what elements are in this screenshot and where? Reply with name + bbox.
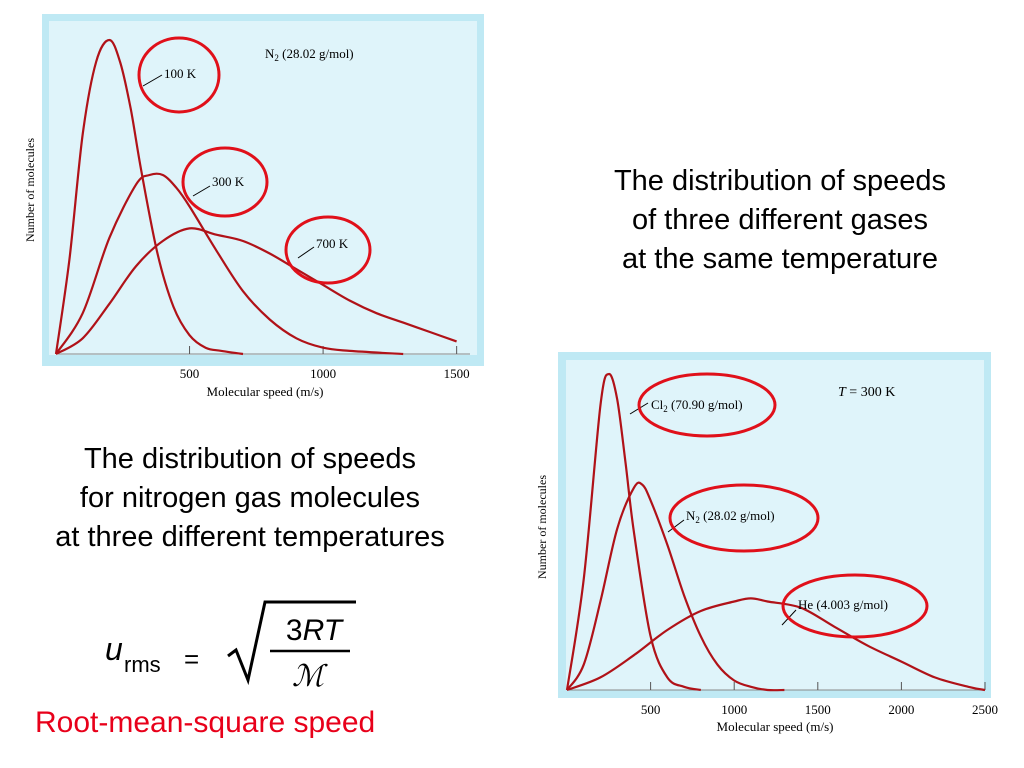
curve-label-n2: N2 (28.02 g/mol) bbox=[686, 508, 775, 525]
x-tick-label: 1500 bbox=[805, 702, 831, 717]
caption-right-line: The distribution of speeds bbox=[613, 165, 947, 197]
curve-label-300k: 300 K bbox=[212, 174, 245, 189]
curve-label-700k: 700 K bbox=[316, 236, 349, 251]
x-tick-label: 1000 bbox=[721, 702, 747, 717]
sqrt-sign-icon bbox=[227, 600, 356, 686]
highlight-circle-100k bbox=[137, 36, 221, 114]
caption-left-line: The distribution of speeds bbox=[83, 443, 417, 475]
curve-label-cl2: Cl2 (70.90 g/mol) bbox=[651, 397, 743, 414]
curve-label-100k: 100 K bbox=[164, 66, 197, 81]
gases-same-temperature-chart: 500 1000 1500 2000 2500 T = 300 K Cl2 (70.90… bbox=[535, 352, 998, 734]
c1-series-line-1 bbox=[55, 172, 404, 356]
c1-series-line-0 bbox=[54, 38, 244, 356]
nitrogen-temperature-chart: 500 1000 1500 N2 (28.02 g/mol) 100 K 300 K… bbox=[23, 14, 484, 399]
caption-left-line: at three different temperatures bbox=[55, 521, 445, 553]
caption-right-line: at the same temperature bbox=[622, 243, 938, 275]
c2-series-line-0 bbox=[565, 372, 701, 692]
x-tick-label: 2000 bbox=[888, 702, 914, 717]
chart1-annotation: N2 (28.02 g/mol) bbox=[265, 46, 354, 63]
x-tick-label: 500 bbox=[180, 366, 200, 381]
formula-u: u bbox=[105, 631, 123, 667]
label-leader-700k bbox=[297, 246, 315, 259]
x-tick-label: 500 bbox=[641, 702, 661, 717]
chart2-ylabel: Number of molecules bbox=[535, 475, 549, 579]
highlight-circle-he bbox=[781, 573, 929, 639]
x-tick-label: 1000 bbox=[310, 366, 336, 381]
chart1-ylabel: Number of molecules bbox=[23, 138, 37, 242]
label-leader-n2 bbox=[667, 519, 685, 533]
highlight-circle-cl2 bbox=[637, 372, 777, 438]
highlight-circle-700k bbox=[284, 215, 372, 285]
caption-left-line: for nitrogen gas molecules bbox=[79, 482, 421, 514]
caption-right-line: of three different gases bbox=[631, 204, 929, 236]
curve-label-he: He (4.003 g/mol) bbox=[798, 597, 888, 612]
x-tick-label: 1500 bbox=[444, 366, 470, 381]
x-tick-label: 2500 bbox=[972, 702, 998, 717]
rms-label: Root-mean-square speed bbox=[35, 706, 376, 739]
label-leader-300k bbox=[192, 185, 211, 197]
formula-denominator: ℳ bbox=[292, 659, 328, 694]
formula-numerator: 3RT bbox=[286, 614, 345, 647]
highlight-circle-300k bbox=[181, 146, 269, 218]
chart1-xlabel: Molecular speed (m/s) bbox=[207, 384, 324, 399]
formula-subscript: rms bbox=[124, 652, 161, 677]
label-leader-100k bbox=[142, 74, 163, 87]
rms-formula: u rms = 3RT ℳ bbox=[105, 600, 356, 694]
c2-series-line-2 bbox=[566, 597, 986, 692]
highlight-circle-n2 bbox=[668, 483, 820, 553]
chart2-xlabel: Molecular speed (m/s) bbox=[717, 719, 834, 734]
formula-equals: = bbox=[184, 644, 199, 674]
caption-right: The distribution of speeds of three diff… bbox=[560, 162, 1000, 279]
c1-series-line-2 bbox=[55, 227, 457, 355]
c2-series-line-1 bbox=[566, 481, 785, 692]
caption-left: The distribution of speeds for nitrogen … bbox=[10, 440, 490, 557]
chart2-annotation: T = 300 K bbox=[838, 385, 895, 400]
chart2-plot-area bbox=[566, 360, 984, 690]
chart1-plot-area bbox=[49, 21, 477, 355]
